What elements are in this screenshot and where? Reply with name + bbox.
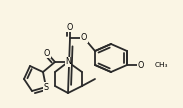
Text: O: O [67, 22, 73, 32]
Text: N: N [65, 57, 71, 67]
Text: O: O [81, 33, 87, 43]
Text: O: O [44, 48, 50, 57]
Text: S: S [43, 83, 48, 91]
Text: CH₃: CH₃ [155, 62, 169, 68]
Text: O: O [138, 60, 144, 70]
